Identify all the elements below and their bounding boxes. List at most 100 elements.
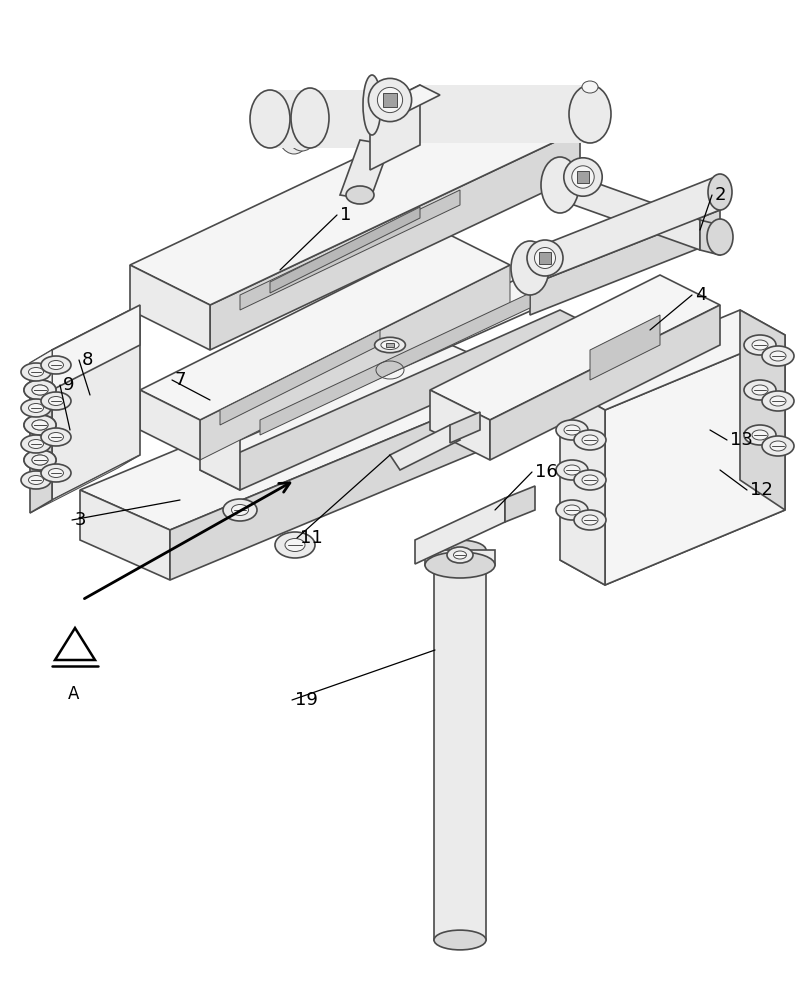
Ellipse shape bbox=[761, 391, 793, 411]
Polygon shape bbox=[200, 420, 240, 490]
Ellipse shape bbox=[751, 385, 767, 395]
Ellipse shape bbox=[751, 430, 767, 440]
Polygon shape bbox=[385, 343, 394, 347]
Polygon shape bbox=[433, 550, 485, 940]
Polygon shape bbox=[30, 455, 140, 513]
Ellipse shape bbox=[769, 351, 785, 361]
Ellipse shape bbox=[28, 403, 43, 412]
Ellipse shape bbox=[555, 500, 587, 520]
Ellipse shape bbox=[563, 505, 579, 515]
Ellipse shape bbox=[743, 425, 775, 445]
Ellipse shape bbox=[231, 504, 248, 516]
Ellipse shape bbox=[380, 340, 399, 350]
Polygon shape bbox=[449, 412, 480, 443]
Ellipse shape bbox=[453, 551, 466, 559]
Ellipse shape bbox=[24, 415, 56, 435]
Ellipse shape bbox=[743, 380, 775, 400]
Ellipse shape bbox=[555, 460, 587, 480]
Ellipse shape bbox=[48, 432, 63, 442]
Ellipse shape bbox=[569, 85, 610, 143]
Text: 19: 19 bbox=[294, 691, 318, 709]
Polygon shape bbox=[538, 252, 550, 264]
Ellipse shape bbox=[363, 75, 380, 135]
Polygon shape bbox=[429, 390, 489, 460]
Text: 4: 4 bbox=[695, 286, 706, 304]
Polygon shape bbox=[589, 315, 659, 380]
Ellipse shape bbox=[534, 247, 555, 268]
Polygon shape bbox=[529, 175, 719, 285]
Polygon shape bbox=[240, 190, 460, 310]
Polygon shape bbox=[559, 170, 699, 250]
Polygon shape bbox=[418, 85, 589, 143]
Polygon shape bbox=[415, 498, 504, 564]
Ellipse shape bbox=[581, 435, 597, 445]
Ellipse shape bbox=[581, 475, 597, 485]
Ellipse shape bbox=[24, 450, 56, 470]
Ellipse shape bbox=[21, 399, 51, 417]
Polygon shape bbox=[604, 335, 784, 585]
Ellipse shape bbox=[433, 540, 485, 560]
Ellipse shape bbox=[368, 78, 411, 122]
Ellipse shape bbox=[32, 455, 48, 465]
Ellipse shape bbox=[346, 186, 374, 204]
Polygon shape bbox=[269, 207, 419, 293]
Ellipse shape bbox=[571, 166, 593, 188]
Polygon shape bbox=[200, 310, 599, 490]
Ellipse shape bbox=[274, 94, 313, 154]
Ellipse shape bbox=[32, 385, 48, 395]
Polygon shape bbox=[130, 265, 210, 350]
Ellipse shape bbox=[433, 930, 485, 950]
Ellipse shape bbox=[751, 340, 767, 350]
Ellipse shape bbox=[447, 547, 472, 563]
Ellipse shape bbox=[32, 455, 48, 465]
Ellipse shape bbox=[743, 335, 775, 355]
Polygon shape bbox=[370, 85, 439, 120]
Polygon shape bbox=[699, 220, 719, 255]
Text: 3: 3 bbox=[75, 511, 87, 529]
Ellipse shape bbox=[573, 430, 606, 450]
Ellipse shape bbox=[573, 470, 606, 490]
Ellipse shape bbox=[769, 441, 785, 451]
Ellipse shape bbox=[761, 346, 793, 366]
Ellipse shape bbox=[769, 396, 785, 406]
Ellipse shape bbox=[24, 380, 56, 400]
Ellipse shape bbox=[32, 385, 48, 395]
Ellipse shape bbox=[375, 337, 405, 353]
Ellipse shape bbox=[563, 158, 602, 196]
Ellipse shape bbox=[41, 392, 71, 410]
Text: A: A bbox=[68, 685, 79, 703]
Polygon shape bbox=[370, 85, 419, 170]
Polygon shape bbox=[52, 305, 140, 500]
Ellipse shape bbox=[707, 174, 731, 210]
Ellipse shape bbox=[28, 367, 43, 376]
Polygon shape bbox=[559, 310, 784, 410]
Polygon shape bbox=[529, 210, 719, 315]
Polygon shape bbox=[559, 480, 784, 585]
Text: 11: 11 bbox=[300, 529, 322, 547]
Polygon shape bbox=[30, 350, 52, 403]
Ellipse shape bbox=[41, 464, 71, 482]
Polygon shape bbox=[576, 171, 589, 183]
Ellipse shape bbox=[21, 435, 51, 453]
Ellipse shape bbox=[510, 241, 549, 295]
Ellipse shape bbox=[282, 91, 321, 151]
Polygon shape bbox=[390, 425, 460, 470]
Ellipse shape bbox=[377, 87, 402, 113]
Text: 2: 2 bbox=[714, 186, 726, 204]
Polygon shape bbox=[489, 305, 719, 460]
Text: 12: 12 bbox=[749, 481, 772, 499]
Ellipse shape bbox=[761, 436, 793, 456]
Ellipse shape bbox=[21, 363, 51, 381]
Text: 16: 16 bbox=[534, 463, 557, 481]
Text: 13: 13 bbox=[729, 431, 752, 449]
Ellipse shape bbox=[32, 420, 48, 430]
Polygon shape bbox=[130, 90, 579, 305]
Ellipse shape bbox=[223, 499, 257, 521]
Polygon shape bbox=[80, 490, 170, 580]
Polygon shape bbox=[739, 310, 784, 510]
Ellipse shape bbox=[581, 515, 597, 525]
Ellipse shape bbox=[24, 380, 56, 400]
Text: 1: 1 bbox=[339, 206, 351, 224]
Polygon shape bbox=[200, 265, 509, 460]
Ellipse shape bbox=[41, 356, 71, 374]
